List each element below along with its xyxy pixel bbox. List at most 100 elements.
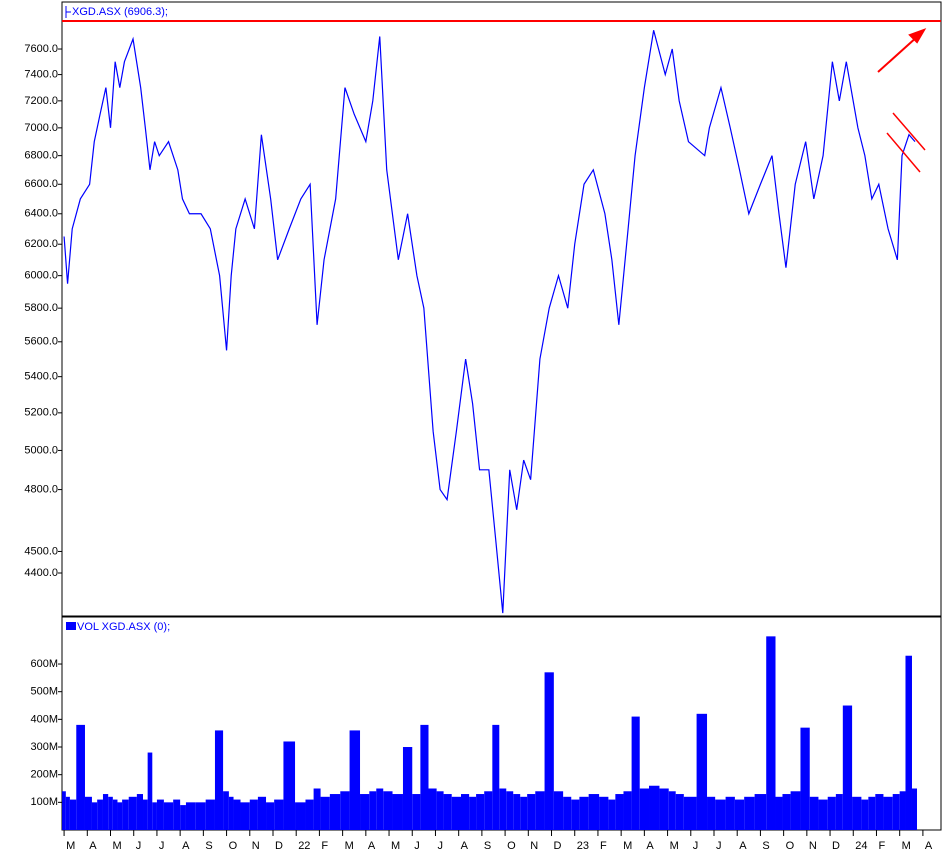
x-tick-label: A [89,840,97,852]
volume-bar [827,796,836,830]
volume-bar [563,796,572,830]
x-tick-label: A [739,840,747,852]
volume-bar [102,794,109,830]
volume-bar [195,802,206,830]
volume-bar [476,794,485,830]
y-tick-label: 4400.0 [24,567,58,579]
panel-frame [61,1,942,617]
volume-bar [553,791,564,830]
arrow-head [908,28,927,44]
volume-bar [295,802,306,830]
volume-bar [905,655,912,830]
volume-bar [852,796,862,830]
x-tick-label: O [229,840,238,852]
legend-label: XGD.ASX (6906.3); [72,6,168,18]
price-line [63,30,916,614]
x-tick-label: M [670,840,679,852]
y-tick-label: 300M [30,741,58,753]
y-tick-label: 4800.0 [24,483,58,495]
x-tick-label: D [832,840,840,852]
y-tick-label: 7000.0 [24,122,58,134]
volume-bar [392,794,403,830]
x-tick-label: S [205,840,212,852]
x-tick-label: J [716,840,722,852]
volume-bar [608,799,616,830]
volume-bar [715,799,726,830]
volume-bar [428,788,437,830]
volume-bar [117,802,123,830]
volume-bar [649,785,660,830]
volume-bar [499,788,507,830]
volume-bar [588,794,600,830]
volume-bar [513,794,521,830]
volume-bar [128,796,137,830]
volume-bar [97,799,103,830]
volume-bar [402,747,413,830]
x-tick-label: O [786,840,795,852]
volume-bar [668,791,676,830]
volume-bar [436,791,444,830]
volume-bar [744,796,755,830]
volume-bar [313,788,321,830]
volume-bar [875,794,884,830]
volume-bar [240,802,250,830]
volume-bar [868,796,876,830]
x-tick-label: J [159,840,165,852]
volume-bar [420,724,429,830]
volume-bar [329,794,341,830]
volume-bar [520,796,528,830]
volume-bar [571,799,580,830]
x-tick-label: A [646,840,654,852]
volume-bar [451,796,461,830]
volume-bar [112,799,118,830]
y-tick-label: 6200.0 [24,238,58,250]
y-tick-label: 5800.0 [24,302,58,314]
volume-bar [696,713,708,830]
volume-bar [249,799,258,830]
volume-bar [108,796,113,830]
y-tick-label: 6000.0 [24,270,58,282]
volume-bar [899,791,906,830]
volume-bar [283,741,296,830]
x-tick-label: 22 [298,840,310,852]
volume-bar [228,796,234,830]
volume-bar [305,799,314,830]
y-tick-label: 4500.0 [24,545,58,557]
volume-bar [631,716,640,830]
volume-bar [842,705,853,830]
channel-line [886,132,921,173]
volume-bar [527,794,536,830]
volume-bar [376,788,384,830]
volume-bar [69,799,77,830]
x-tick-label: F [321,840,328,852]
volume-bar [892,794,900,830]
volume-bar [506,791,514,830]
volume-bar [136,794,144,830]
volume-bar [233,799,241,830]
volume-bar [683,796,697,830]
volume-bar [65,796,70,830]
y-tick-label: 7400.0 [24,68,58,80]
volume-bar [122,799,129,830]
volume-bar [152,802,157,830]
volume-bar [62,791,66,830]
legend-icon [66,622,76,630]
x-tick-label: M [66,840,75,852]
volume-bar [360,794,370,830]
volume-bar [257,796,267,830]
y-tick-label: 5000.0 [24,444,58,456]
volume-bar [143,799,148,830]
x-tick-label: D [275,840,283,852]
volume-bar [782,794,791,830]
x-tick-label: J [693,840,699,852]
volume-bar [460,794,470,830]
volume-bar [639,788,650,830]
x-tick-label: J [437,840,443,852]
volume-bar [861,799,869,830]
x-tick-label: A [182,840,190,852]
volume-bar [725,796,735,830]
volume-bar [707,796,716,830]
x-tick-label: O [507,840,516,852]
